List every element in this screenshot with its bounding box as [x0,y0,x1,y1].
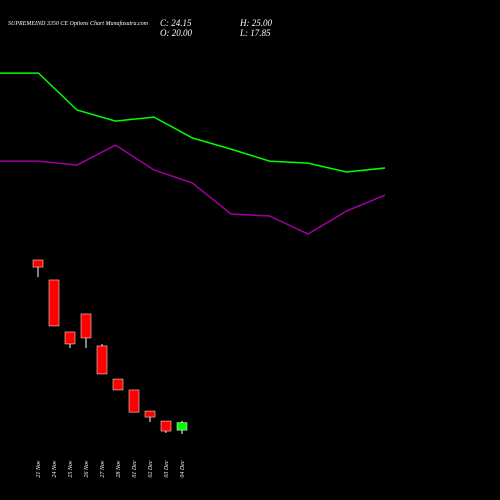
candle-body [160,420,172,432]
candle-body [32,259,44,268]
high-info: H: 25.00 [239,18,272,28]
x-tick-label: 24 Nov [51,460,58,478]
candle-body [144,410,156,418]
close-info: C: 24.15 [160,18,192,28]
x-tick-label: 26 Nov [84,460,90,478]
x-tick-label: 03 Dec [164,460,170,477]
x-tick-label: 25 Nov [68,460,74,478]
x-tick-label: 21 Nov [36,460,42,478]
line [0,72,386,173]
x-tick-label: 27 Nov [100,460,106,478]
candle-body [48,279,60,327]
x-tick-label: 04 Dec [179,460,186,477]
candle-body [64,331,76,345]
candle-body [176,422,188,431]
line [0,144,386,235]
candle-body [96,345,108,375]
candle-body [128,389,140,413]
candle-body [80,313,92,339]
candle-body [112,378,124,391]
open-info: O: 20.00 [160,28,192,38]
x-tick-label: 01 Dec [132,460,138,477]
x-tick-label: 02 Dec [148,460,154,477]
x-tick-label: 28 Nov [116,460,122,478]
chart-title: SUPREMEIND 3350 CE Options Chart Munafas… [8,20,149,27]
low-info: L: 17.85 [239,28,271,38]
